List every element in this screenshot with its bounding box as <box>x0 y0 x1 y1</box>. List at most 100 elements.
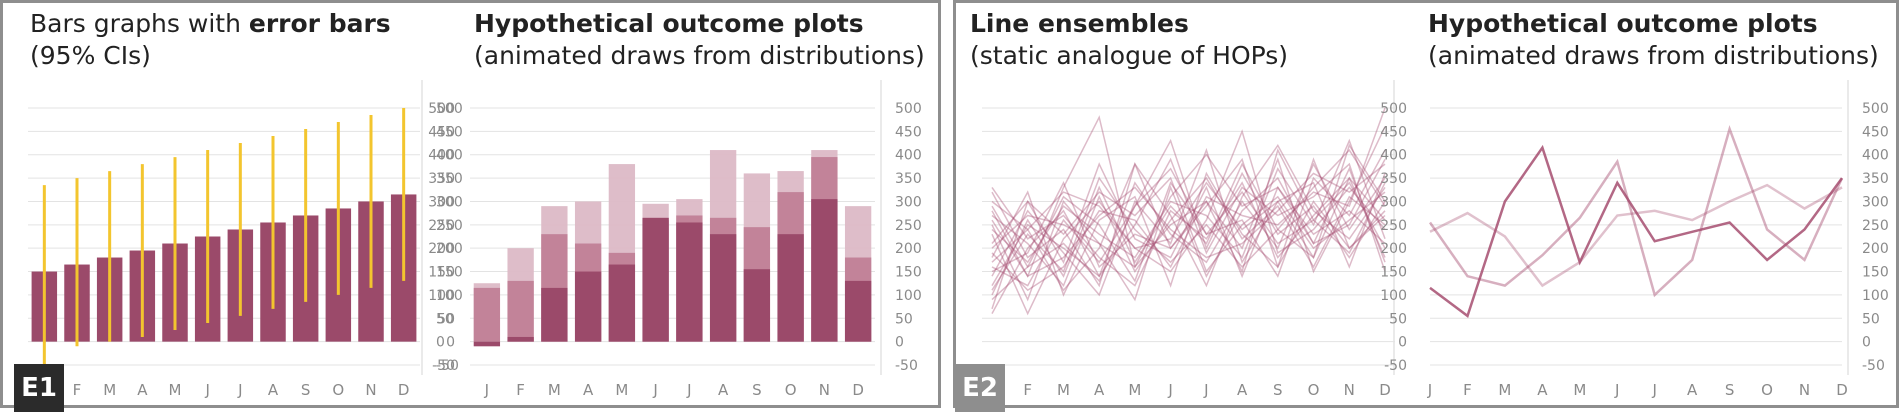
y-tick-label: 350 <box>1380 171 1407 187</box>
ensemble-line <box>991 162 1386 279</box>
y-tick-label: 450 <box>895 124 922 140</box>
y-tick-label: 50 <box>437 311 455 327</box>
y-tick-label: 200 <box>895 241 922 257</box>
y-tick-label: 50 <box>1389 311 1407 327</box>
y-tick-label: -50 <box>1862 358 1885 374</box>
y-tick-label: 300 <box>428 194 455 210</box>
hop-bar <box>473 341 501 347</box>
y-tick-label: 150 <box>1862 265 1889 281</box>
title-bold: Hypothetical outcome plots <box>474 9 864 38</box>
y-tick-label: 200 <box>1380 241 1407 257</box>
x-tick-label: F <box>73 381 82 399</box>
hop-line <box>1429 144 1844 318</box>
y-tick-label: 250 <box>895 218 922 234</box>
y-tick-label: 400 <box>1862 148 1889 164</box>
y-tick-label: 0 <box>1398 335 1407 351</box>
hop-bar <box>743 269 771 342</box>
y-tick-label: 250 <box>428 218 455 234</box>
y-tick-label: -50 <box>895 358 918 374</box>
x-tick-label: A <box>583 381 594 399</box>
ensemble-line <box>991 153 1386 268</box>
y-tick-label: 250 <box>1380 218 1407 234</box>
ensemble-line <box>991 138 1386 264</box>
y-tick-label: 250 <box>436 218 463 234</box>
y-tick-label: 300 <box>1862 194 1889 210</box>
x-tick-label: F <box>1463 381 1472 399</box>
x-tick-label: J <box>652 381 657 399</box>
y-tick-label: 450 <box>436 124 463 140</box>
x-tick-label: J <box>1614 381 1619 399</box>
x-tick-label: A <box>1237 381 1248 399</box>
ensemble-line <box>991 148 1386 288</box>
x-tick-label: F <box>516 381 525 399</box>
ensemble-line <box>991 143 1386 296</box>
ensemble-line <box>991 147 1386 297</box>
hop-bar <box>608 264 636 342</box>
x-tick-label: A <box>1687 381 1698 399</box>
chart-title-bars-error: Bars graphs with error bars (95% CIs) <box>30 8 391 72</box>
x-tick-label: A <box>268 381 279 399</box>
y-tick-label: 400 <box>895 148 922 164</box>
y-tick-label: 300 <box>895 194 922 210</box>
x-tick-label: J <box>204 381 209 399</box>
y-tick-label: -50 <box>432 358 455 374</box>
y-tick-label: 100 <box>1862 288 1889 304</box>
y-tick-label: 0 <box>446 335 455 351</box>
hop-bar <box>676 222 703 342</box>
ensemble-line <box>991 157 1386 314</box>
title-bold: error bars <box>248 9 391 38</box>
ensemble-line <box>991 157 1386 273</box>
x-tick-label: M <box>1573 381 1586 399</box>
y-tick-label: 50 <box>1862 311 1880 327</box>
ensemble-line <box>991 159 1386 302</box>
y-tick-label: 350 <box>895 171 922 187</box>
y-tick-label: 500 <box>1380 101 1407 117</box>
x-tick-label: J <box>237 381 242 399</box>
y-tick-label: 350 <box>428 171 455 187</box>
x-tick-label: M <box>1128 381 1141 399</box>
chart-title-hops-lines: Hypothetical outcome plots (animated dra… <box>1428 8 1879 72</box>
y-tick-label: 400 <box>428 148 455 164</box>
y-tick-label: 350 <box>1862 171 1889 187</box>
ensemble-line <box>991 176 1386 287</box>
ensemble-line <box>991 162 1386 286</box>
y-tick-label: 150 <box>436 265 463 281</box>
hop-bar <box>844 280 872 342</box>
title-bold: Hypothetical outcome plots <box>1428 9 1818 38</box>
y-tick-label: 500 <box>428 101 455 117</box>
chart-title-hops-bars: Hypothetical outcome plots (animated dra… <box>474 8 925 72</box>
ensemble-line <box>991 167 1386 283</box>
subtitle-text: (95% CIs) <box>30 41 151 70</box>
y-tick-label: 50 <box>436 311 454 327</box>
x-tick-label: S <box>752 381 762 399</box>
ensemble-line <box>991 129 1386 316</box>
hop-bar <box>507 336 534 342</box>
y-tick-label: 0 <box>895 335 904 351</box>
x-tick-label: M <box>1057 381 1070 399</box>
x-tick-label: S <box>1725 381 1735 399</box>
x-tick-label: M <box>615 381 628 399</box>
x-tick-label: J <box>1167 381 1172 399</box>
panel-frame-e2 <box>953 0 1899 408</box>
x-tick-label: N <box>1799 381 1810 399</box>
y-tick-label: 350 <box>436 171 463 187</box>
y-tick-label: 50 <box>895 311 913 327</box>
x-tick-label: D <box>1836 381 1848 399</box>
ensemble-line <box>991 107 1386 292</box>
x-tick-label: O <box>1761 381 1773 399</box>
ensemble-line <box>991 176 1386 288</box>
y-tick-label: 500 <box>1862 101 1889 117</box>
y-tick-label: 400 <box>1380 148 1407 164</box>
x-tick-label: O <box>1308 381 1320 399</box>
hop-line <box>1429 183 1843 288</box>
ensemble-line <box>991 148 1386 291</box>
subtitle-text: (animated draws from distributions) <box>474 41 925 70</box>
panel-tag-e1: E1 <box>14 364 64 412</box>
y-tick-label: 100 <box>436 288 463 304</box>
y-tick-label: 100 <box>1380 288 1407 304</box>
y-tick-label: 450 <box>1862 124 1889 140</box>
x-tick-label: N <box>819 381 830 399</box>
chart-title-line-ensembles: Line ensembles (static analogue of HOPs) <box>970 8 1288 72</box>
